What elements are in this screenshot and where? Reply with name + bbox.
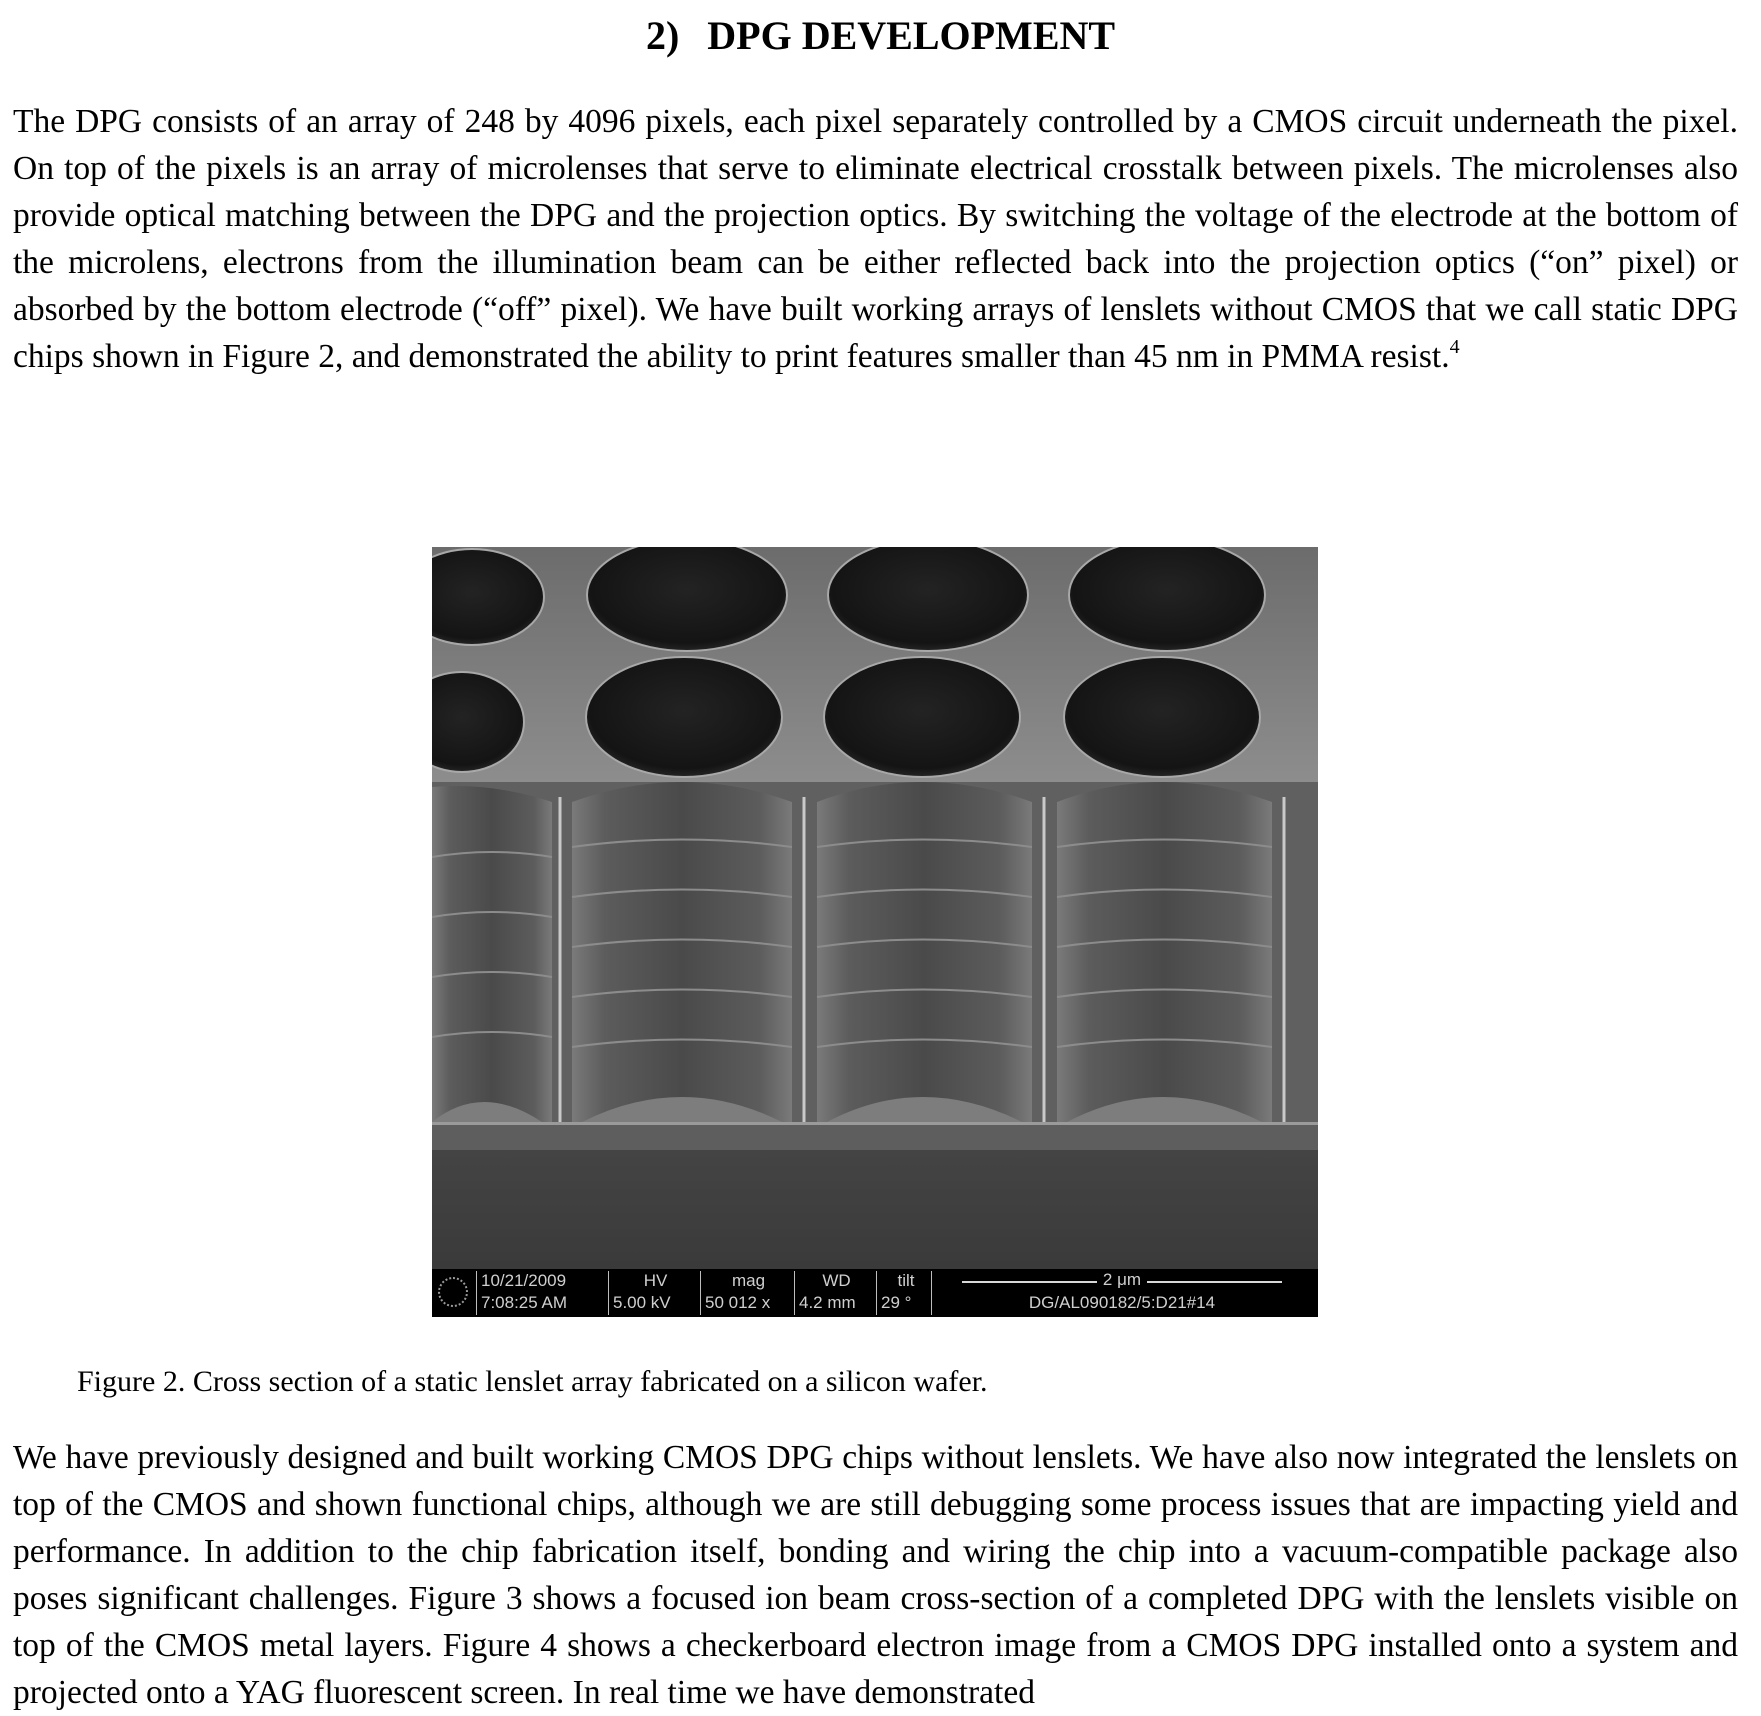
footnote-reference: 4 — [1449, 336, 1460, 358]
paragraph-text: We have previously designed and built wo… — [13, 1439, 1738, 1711]
sem-micrograph: 10/21/2009 7:08:25 AM HV 5.00 kV mag 50 … — [432, 547, 1318, 1317]
section-heading: 2) DPG DEVELOPMENT — [0, 12, 1761, 60]
sem-wd-value: 4.2 mm — [799, 1293, 856, 1312]
paragraph-dpg-description: The DPG consists of an array of 248 by 4… — [13, 98, 1738, 380]
sem-wd: WD 4.2 mm — [794, 1271, 874, 1315]
sem-tilt: tilt 29 ° — [876, 1271, 932, 1315]
sem-info-bar: 10/21/2009 7:08:25 AM HV 5.00 kV mag 50 … — [432, 1269, 1318, 1317]
sem-date: 10/21/2009 — [481, 1271, 567, 1290]
sem-mag-value: 50 012 x — [705, 1293, 771, 1312]
sem-hv: HV 5.00 kV — [608, 1271, 698, 1315]
sem-tilt-label: tilt — [897, 1271, 915, 1290]
instrument-logo-icon — [438, 1277, 468, 1307]
section-title: DPG DEVELOPMENT — [707, 13, 1116, 58]
oxide-layer — [432, 1122, 1318, 1150]
lenslet-cross-section-walls — [432, 782, 1318, 1122]
figure-caption: Figure 2. Cross section of a static lens… — [77, 1365, 988, 1398]
lenslet-holes — [432, 547, 1266, 778]
sem-time: 7:08:25 AM — [481, 1293, 568, 1312]
silicon-substrate — [432, 1150, 1318, 1269]
sem-hv-label: HV — [643, 1271, 668, 1290]
sem-datetime: 10/21/2009 7:08:25 AM — [476, 1271, 606, 1315]
section-number: 2) — [645, 13, 680, 58]
scale-bar-label: 2 μm — [1096, 1270, 1148, 1289]
sem-mag-label: mag — [731, 1271, 766, 1290]
sem-image-id: DG/AL090182/5:D21#14 — [1028, 1293, 1216, 1312]
sem-wd-label: WD — [822, 1271, 851, 1290]
sem-hv-value: 5.00 kV — [613, 1293, 671, 1312]
scale-bar: 2 μm DG/AL090182/5:D21#14 — [962, 1270, 1282, 1315]
paragraph-cmos-dpg: We have previously designed and built wo… — [13, 1434, 1738, 1716]
sem-mag: mag 50 012 x — [700, 1271, 792, 1315]
sem-tilt-value: 29 ° — [881, 1293, 912, 1312]
lenslet-array-image — [432, 547, 1318, 1269]
paragraph-text: The DPG consists of an array of 248 by 4… — [13, 103, 1738, 375]
